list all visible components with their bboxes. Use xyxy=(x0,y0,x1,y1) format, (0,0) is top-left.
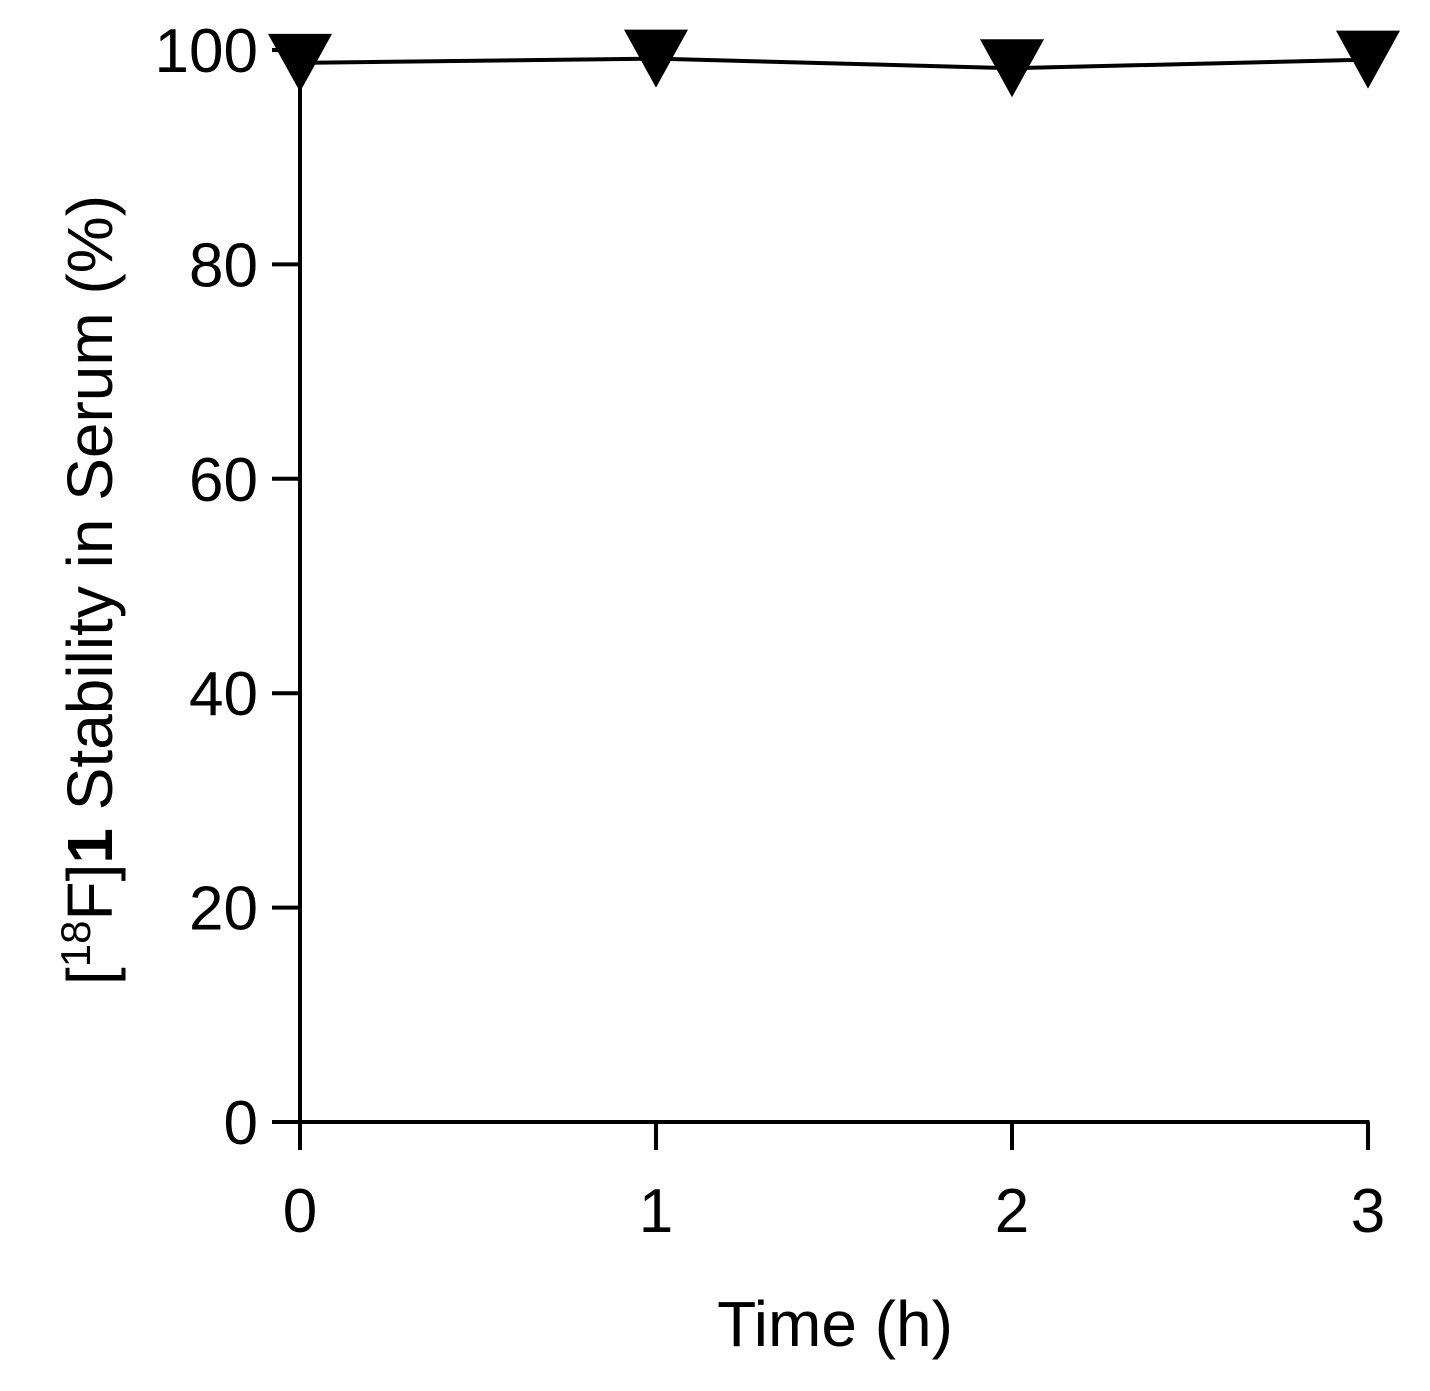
y-tick-label: 60 xyxy=(189,446,258,515)
x-axis-ticks: 0 1 2 3 xyxy=(283,1122,1385,1246)
x-tick-label: 1 xyxy=(639,1177,673,1246)
y-axis-title: [18F]1 Stability in Serum (%) xyxy=(52,195,126,985)
y-axis-title-isotope: 18 xyxy=(52,921,99,968)
x-tick-label: 0 xyxy=(283,1177,317,1246)
y-tick-label: 80 xyxy=(189,231,258,300)
y-axis-title-rest: Stability in Serum (%) xyxy=(54,195,126,828)
data-point-marker xyxy=(268,33,332,92)
y-tick-label: 20 xyxy=(189,875,258,944)
y-tick-label: 0 xyxy=(224,1089,258,1158)
axes xyxy=(298,50,1370,1124)
y-axis-title-compound: 1 xyxy=(54,828,126,864)
series-line xyxy=(299,56,1369,71)
y-tick-label: 100 xyxy=(155,17,258,86)
data-point-marker xyxy=(1336,30,1400,89)
y-tick-label: 40 xyxy=(189,660,258,729)
series-layer xyxy=(268,29,1400,98)
y-axis-title-bracket: [ xyxy=(54,967,126,985)
x-tick-label: 3 xyxy=(1351,1177,1385,1246)
x-tick-label: 2 xyxy=(995,1177,1029,1246)
data-point-marker xyxy=(624,29,688,88)
y-axis-ticks: 0 20 40 60 80 100 xyxy=(155,17,300,1158)
y-axis-title-element: F] xyxy=(54,864,126,921)
x-axis-title: Time (h) xyxy=(717,1288,953,1360)
data-point-marker xyxy=(980,39,1044,98)
